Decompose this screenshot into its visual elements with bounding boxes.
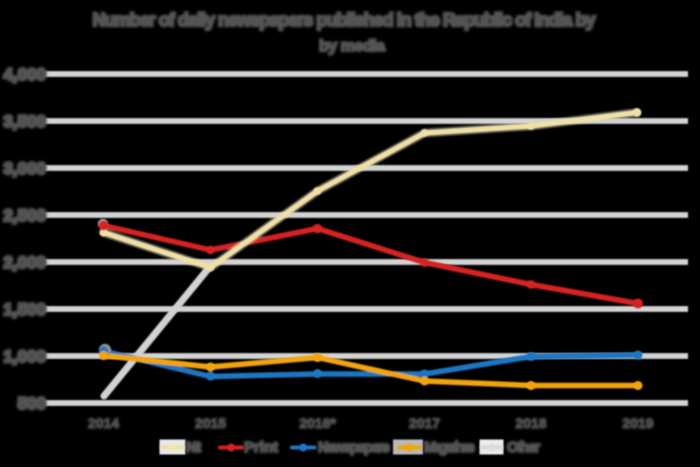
svg-text:by media: by media bbox=[319, 38, 385, 55]
svg-text:2,500: 2,500 bbox=[3, 206, 46, 225]
svg-text:2015: 2015 bbox=[195, 415, 226, 431]
svg-text:2018: 2018 bbox=[515, 415, 546, 431]
svg-text:2017: 2017 bbox=[409, 415, 440, 431]
svg-text:Magazines: Magazines bbox=[424, 440, 475, 456]
svg-text:Net: Net bbox=[186, 440, 201, 456]
svg-text:1,500: 1,500 bbox=[3, 300, 46, 319]
svg-text:1,000: 1,000 bbox=[3, 347, 46, 366]
svg-text:3,000: 3,000 bbox=[3, 159, 46, 178]
svg-text:Other: Other bbox=[507, 440, 540, 456]
svg-text:2016*: 2016* bbox=[299, 415, 336, 431]
svg-text:Newspapers: Newspapers bbox=[318, 440, 390, 456]
svg-text:500: 500 bbox=[18, 394, 46, 413]
svg-text:4,000: 4,000 bbox=[3, 65, 46, 84]
svg-text:2019: 2019 bbox=[622, 415, 653, 431]
svg-text:3,500: 3,500 bbox=[3, 112, 46, 131]
svg-text:Number of daily newspapers pub: Number of daily newspapers published in … bbox=[93, 10, 596, 30]
svg-text:Print: Print bbox=[244, 440, 278, 456]
svg-text:2014: 2014 bbox=[88, 415, 119, 431]
svg-text:2,000: 2,000 bbox=[3, 253, 46, 272]
